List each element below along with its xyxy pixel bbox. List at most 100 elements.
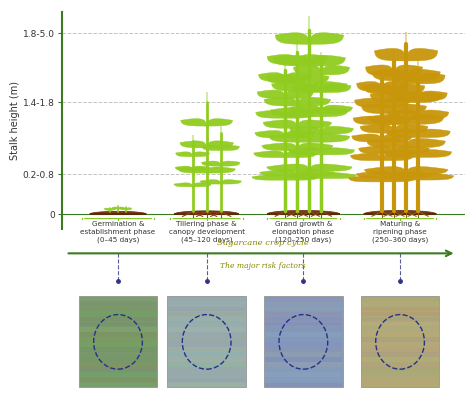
Polygon shape (290, 126, 321, 134)
Polygon shape (406, 92, 442, 103)
Polygon shape (321, 84, 351, 93)
Bar (265, 377, 342, 382)
Bar (168, 302, 245, 306)
Polygon shape (310, 164, 352, 171)
Polygon shape (221, 145, 239, 151)
Polygon shape (356, 171, 394, 178)
Polygon shape (310, 55, 346, 66)
Polygon shape (394, 65, 422, 76)
Bar (265, 322, 342, 327)
Bar (362, 368, 438, 372)
Polygon shape (292, 84, 321, 93)
Bar (168, 377, 245, 382)
Bar (80, 383, 156, 387)
Bar (362, 372, 438, 377)
Polygon shape (363, 84, 394, 94)
Polygon shape (383, 173, 418, 180)
Polygon shape (321, 105, 353, 113)
Polygon shape (201, 161, 221, 166)
Polygon shape (273, 55, 310, 66)
Polygon shape (418, 110, 449, 119)
Polygon shape (192, 166, 210, 171)
Polygon shape (297, 74, 329, 84)
Polygon shape (350, 153, 382, 161)
Polygon shape (382, 176, 415, 182)
Bar (168, 372, 245, 377)
Polygon shape (174, 211, 239, 214)
Bar (168, 327, 245, 331)
Bar (80, 307, 156, 311)
Polygon shape (418, 91, 447, 101)
Polygon shape (382, 153, 413, 161)
Polygon shape (293, 65, 321, 75)
Polygon shape (178, 167, 207, 173)
Bar (168, 332, 245, 336)
Bar (264, 296, 343, 387)
Bar (265, 352, 342, 357)
Polygon shape (418, 173, 454, 180)
Polygon shape (406, 69, 440, 81)
Polygon shape (382, 116, 411, 125)
Bar (265, 317, 342, 322)
Bar (80, 368, 156, 372)
Bar (265, 362, 342, 367)
Bar (80, 357, 156, 362)
Polygon shape (365, 167, 406, 175)
Bar (362, 322, 438, 327)
Polygon shape (285, 90, 313, 98)
Bar (80, 347, 156, 352)
Bar (362, 297, 438, 301)
Text: Grand growth &
elongation phase
(120–250 days): Grand growth & elongation phase (120–250… (272, 221, 335, 243)
Polygon shape (368, 114, 406, 125)
Polygon shape (192, 152, 210, 157)
Polygon shape (120, 208, 126, 210)
Polygon shape (118, 207, 124, 209)
Polygon shape (388, 110, 418, 119)
Polygon shape (297, 54, 328, 65)
Bar (362, 317, 438, 322)
Bar (80, 312, 156, 316)
Polygon shape (310, 33, 344, 45)
Polygon shape (367, 138, 406, 148)
Bar (80, 302, 156, 306)
Bar (361, 296, 439, 387)
Polygon shape (272, 82, 310, 91)
Bar (265, 342, 342, 347)
Bar (362, 332, 438, 336)
Polygon shape (406, 48, 438, 61)
Polygon shape (364, 210, 436, 214)
Bar (79, 296, 157, 387)
Bar (362, 302, 438, 306)
Polygon shape (297, 170, 335, 176)
Polygon shape (310, 82, 347, 91)
Polygon shape (394, 146, 429, 154)
Bar (362, 352, 438, 357)
Bar (265, 327, 342, 331)
Polygon shape (321, 173, 356, 178)
Polygon shape (112, 207, 118, 209)
Polygon shape (262, 143, 297, 151)
Polygon shape (418, 150, 452, 158)
Polygon shape (372, 69, 406, 81)
Polygon shape (207, 119, 233, 126)
Polygon shape (394, 171, 432, 178)
Polygon shape (391, 73, 418, 84)
Polygon shape (385, 150, 418, 158)
Bar (362, 312, 438, 316)
Polygon shape (252, 175, 285, 180)
Polygon shape (267, 210, 339, 214)
Bar (362, 347, 438, 352)
Polygon shape (382, 134, 412, 142)
Polygon shape (192, 183, 211, 187)
Bar (167, 296, 246, 387)
Bar (80, 372, 156, 377)
Polygon shape (406, 114, 444, 125)
Polygon shape (267, 54, 297, 65)
Bar (265, 332, 342, 336)
Polygon shape (406, 167, 448, 175)
Polygon shape (355, 98, 382, 108)
Bar (168, 297, 245, 301)
Bar (168, 347, 245, 352)
Polygon shape (394, 104, 427, 114)
Bar (362, 327, 438, 331)
